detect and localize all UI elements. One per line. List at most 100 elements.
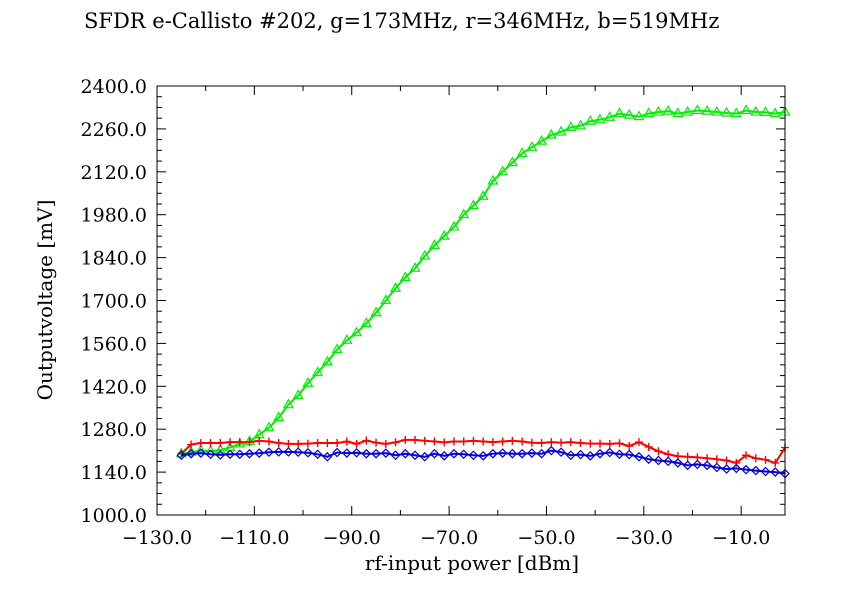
data-point	[391, 438, 400, 447]
data-point	[672, 107, 684, 118]
data-point	[244, 448, 255, 459]
data-point	[303, 447, 313, 458]
data-point	[613, 107, 626, 118]
data-point	[255, 436, 264, 445]
data-point	[536, 134, 548, 145]
data-point	[537, 438, 546, 447]
data-point	[312, 449, 323, 460]
data-point	[234, 449, 245, 460]
y-tick-label: 1560.0	[81, 333, 147, 355]
data-point	[760, 466, 771, 477]
series-plus	[177, 435, 789, 467]
data-point	[294, 439, 303, 448]
data-point	[341, 334, 353, 344]
data-point	[682, 105, 694, 116]
data-point	[458, 449, 469, 460]
x-tick-label: −110.0	[219, 527, 289, 549]
data-point	[566, 438, 575, 447]
data-point	[440, 438, 449, 447]
data-point	[614, 449, 625, 460]
data-point	[498, 437, 507, 446]
y-tick-label: 1000.0	[81, 505, 147, 527]
data-point	[332, 447, 342, 458]
data-point	[303, 439, 312, 448]
data-point	[770, 467, 781, 477]
data-point	[711, 105, 723, 116]
data-point	[263, 421, 275, 432]
data-point	[761, 455, 770, 464]
data-point	[517, 448, 527, 459]
data-point	[333, 438, 342, 447]
data-point	[596, 439, 605, 448]
data-point	[605, 439, 614, 448]
y-tick-label: 1280.0	[81, 419, 147, 441]
data-point	[683, 452, 692, 461]
y-tick-label: 2120.0	[81, 162, 147, 184]
data-point	[488, 438, 497, 447]
x-tick-label: −50.0	[517, 527, 575, 549]
data-point	[711, 462, 722, 473]
data-point	[331, 343, 343, 354]
data-point	[273, 411, 285, 422]
data-point	[742, 451, 751, 460]
data-point	[380, 448, 391, 458]
y-tick-label: 1420.0	[81, 376, 147, 398]
data-point	[342, 437, 351, 446]
data-point	[448, 220, 460, 231]
data-point	[575, 119, 587, 130]
y-axis-label: Outputvoltage [mV]	[33, 200, 57, 401]
data-point	[420, 436, 429, 445]
data-point	[302, 377, 314, 387]
data-point	[370, 306, 382, 317]
x-tick-label: −130.0	[122, 527, 192, 549]
data-point	[691, 104, 703, 115]
data-point	[429, 448, 440, 459]
data-point	[615, 439, 624, 448]
data-point	[556, 447, 566, 458]
x-tick-label: −30.0	[615, 527, 673, 549]
data-point	[351, 326, 363, 337]
data-point	[625, 442, 634, 451]
data-point	[449, 437, 458, 446]
data-point	[360, 317, 372, 328]
data-point	[595, 448, 605, 459]
data-point	[264, 437, 273, 446]
data-point	[205, 449, 216, 460]
data-point	[313, 438, 322, 447]
data-point	[712, 455, 721, 464]
data-point	[284, 439, 293, 448]
data-point	[273, 447, 284, 457]
data-point	[479, 437, 488, 446]
data-point	[468, 450, 479, 461]
data-point	[692, 459, 703, 470]
data-point	[771, 458, 780, 467]
data-point	[459, 437, 468, 446]
data-point	[264, 447, 274, 458]
data-point	[585, 451, 596, 461]
data-point	[428, 239, 441, 249]
data-point	[643, 107, 655, 118]
data-point	[722, 456, 731, 465]
data-point	[575, 449, 586, 460]
data-point	[741, 464, 751, 475]
data-point	[400, 448, 411, 459]
data-point	[380, 294, 392, 305]
data-point	[282, 398, 294, 409]
data-point	[487, 174, 499, 185]
y-tick-label: 2260.0	[81, 119, 147, 141]
tick-labels: −130.0 −110.0 −90.0 −70.0 −50.0 −30.0 −10.0 100…	[81, 76, 771, 549]
data-point	[507, 448, 518, 459]
data-point	[506, 156, 518, 167]
data-point	[352, 439, 361, 448]
data-point	[458, 208, 470, 219]
data-point	[176, 450, 187, 461]
data-point	[604, 447, 615, 458]
data-point	[362, 436, 371, 445]
data-point	[634, 451, 644, 462]
data-point	[410, 450, 420, 461]
data-point	[245, 438, 254, 447]
data-point	[371, 448, 381, 459]
data-point	[399, 271, 411, 282]
data-point	[760, 106, 772, 116]
x-tick-label: −10.0	[712, 527, 770, 549]
